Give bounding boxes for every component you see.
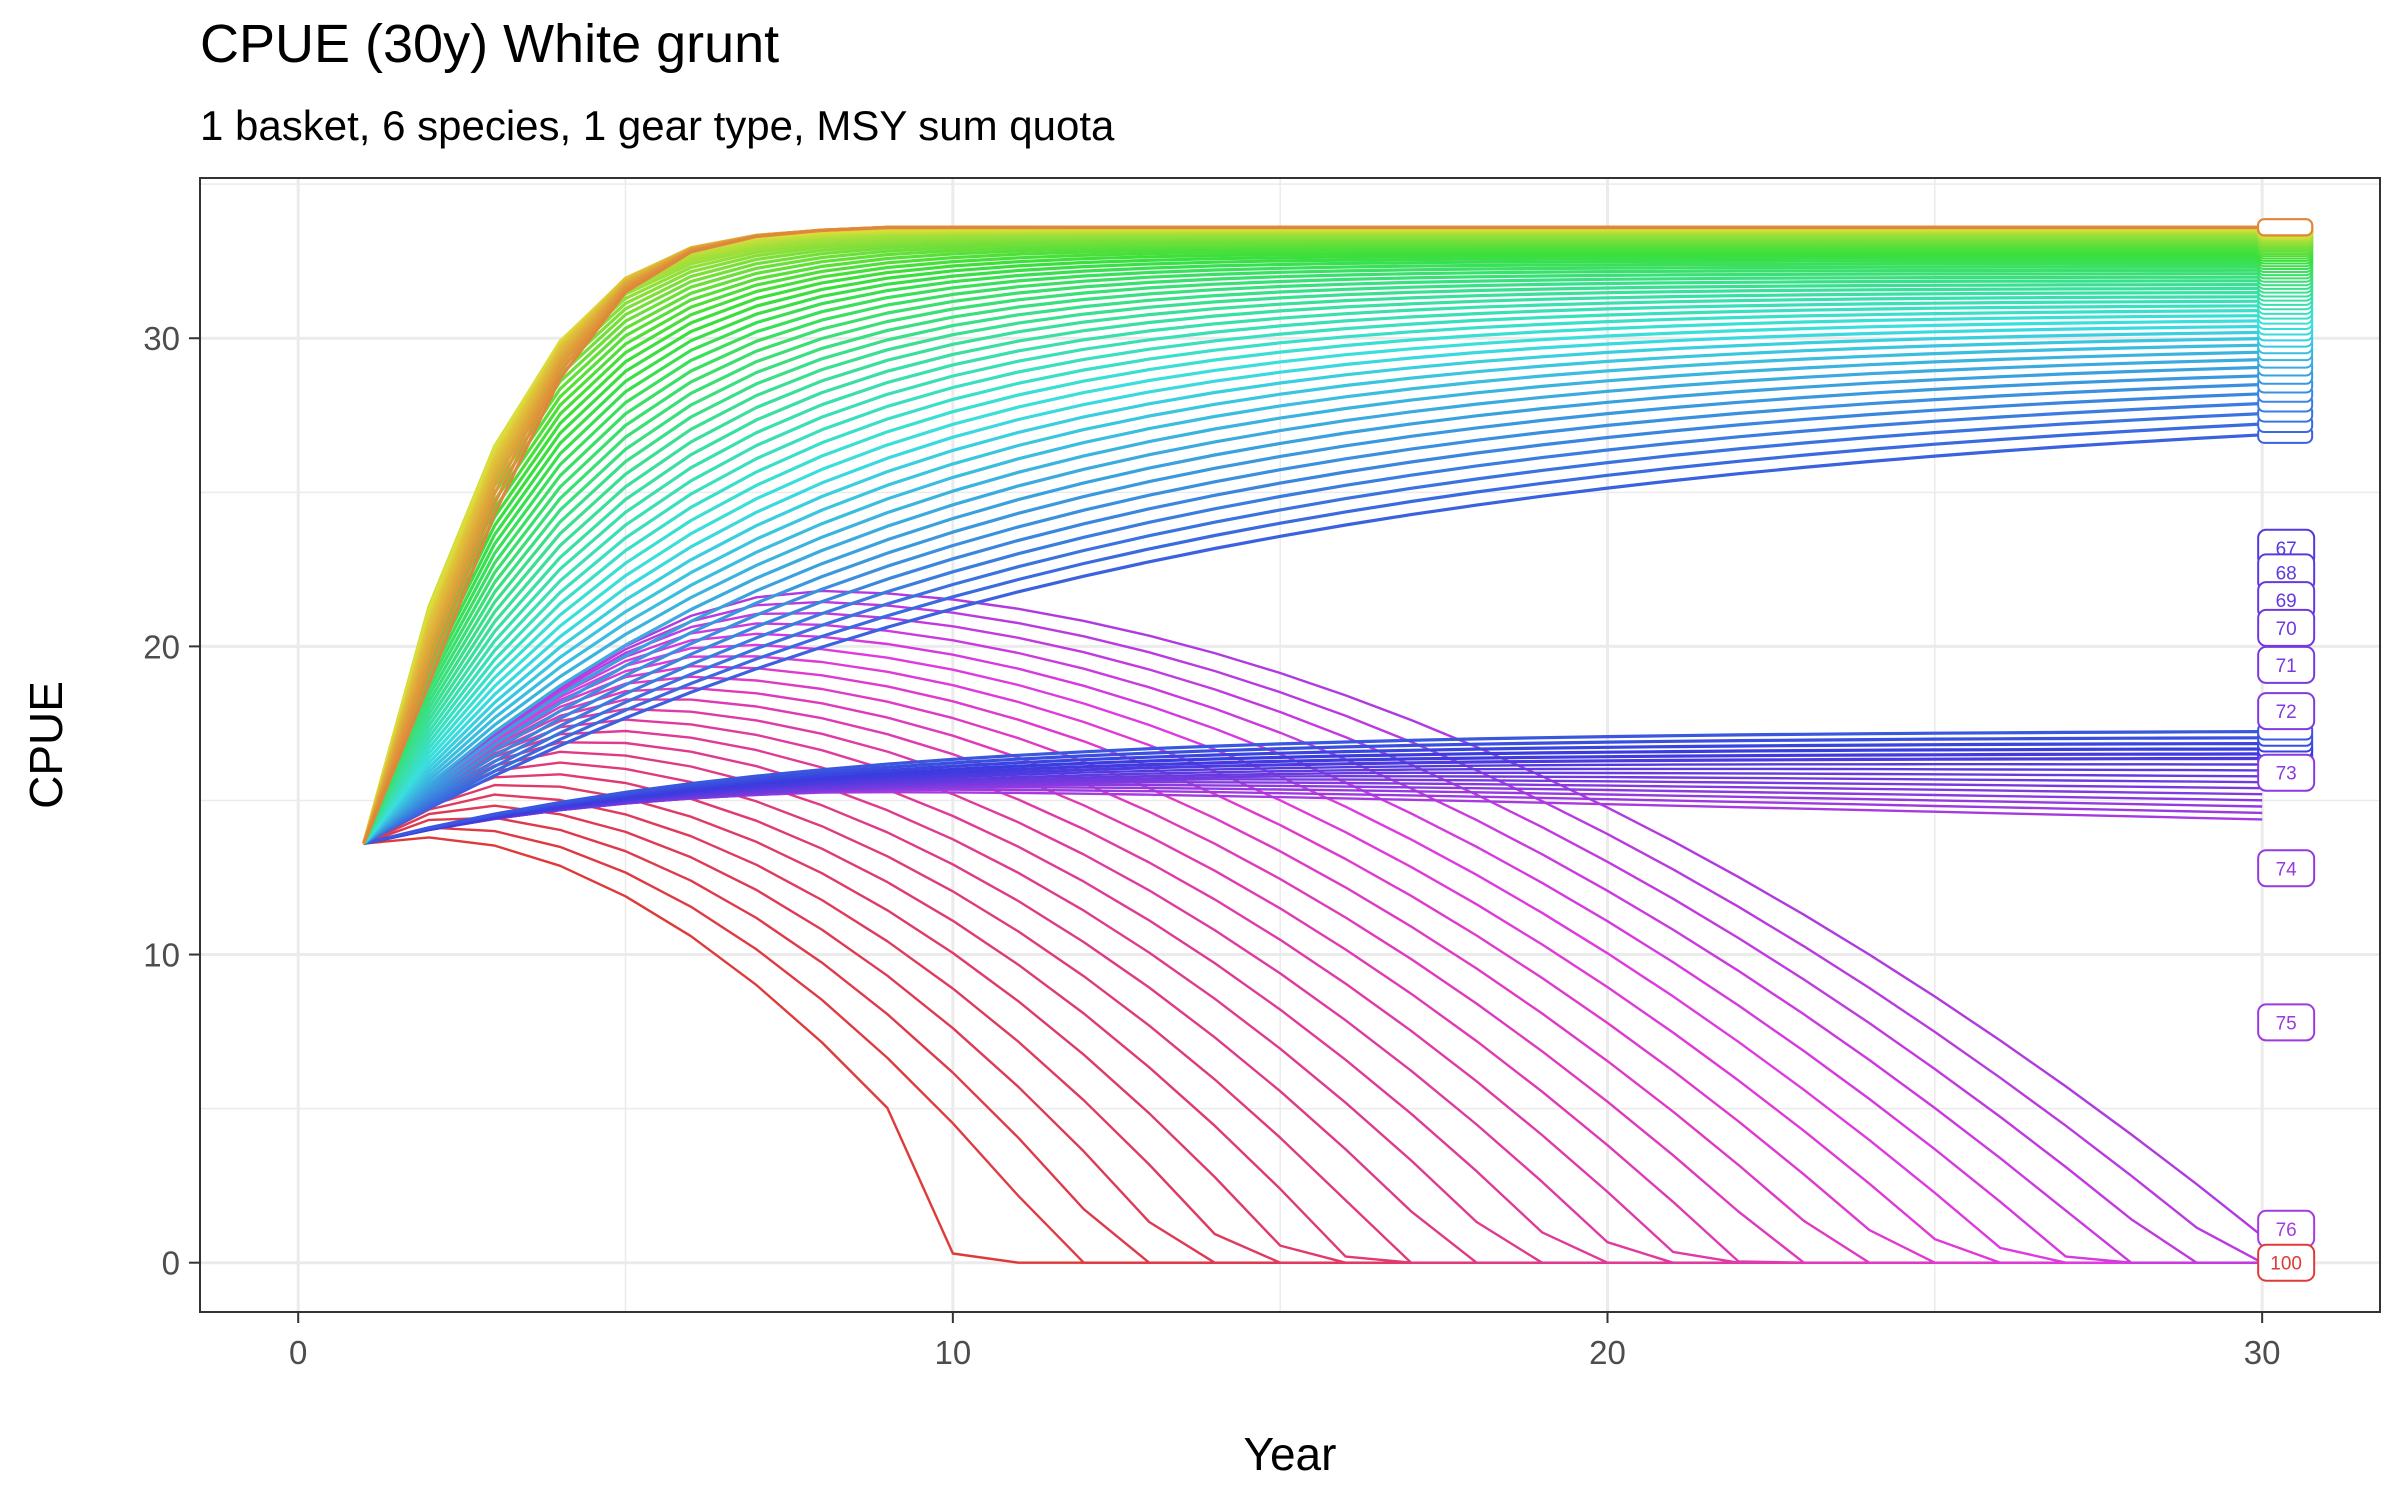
series-line (362, 225, 2263, 845)
end-label-text: 71 (2276, 656, 2297, 677)
end-label: 72 (2257, 692, 2316, 731)
series-line (362, 299, 2263, 845)
series-line (362, 262, 2263, 845)
series-line (362, 330, 2263, 845)
y-axis-title: CPUE (20, 681, 72, 809)
series-line (362, 319, 2263, 845)
end-label-box (2257, 753, 2316, 792)
series-line (363, 752, 2263, 846)
series-line (363, 761, 2263, 1264)
series-line (362, 309, 2263, 845)
plot-panel-border (199, 177, 2381, 1313)
end-label: 76 (2257, 1209, 2316, 1248)
series-line (362, 283, 2263, 845)
end-label: 73 (2257, 753, 2316, 792)
series-line (362, 612, 2263, 1264)
end-label-text: 69 (2276, 591, 2297, 612)
series-line (363, 742, 2263, 846)
series-line (362, 401, 2263, 845)
series-line (363, 747, 2263, 846)
series-line (362, 365, 2263, 845)
end-label: 75 (2257, 1003, 2316, 1042)
y-tick-label: 20 (143, 628, 180, 665)
series-line (362, 251, 2263, 845)
series-line (362, 268, 2263, 845)
end-label: 71 (2257, 645, 2316, 684)
series-line (363, 736, 2263, 846)
end-label-text: 73 (2276, 764, 2297, 785)
end-label-text: 76 (2276, 1220, 2297, 1241)
series-line (362, 382, 2263, 845)
series-line (362, 643, 2263, 1264)
series-line (362, 412, 2263, 845)
series-line (363, 750, 2263, 1264)
series-line (362, 265, 2263, 845)
series-line (362, 324, 2263, 845)
series-line (362, 242, 2263, 845)
x-tick-label: 30 (2244, 1334, 2281, 1371)
series-line (362, 343, 2263, 845)
series-line (363, 836, 2263, 1264)
series-line (362, 433, 2263, 846)
y-tick-label: 30 (143, 320, 180, 357)
end-label-text: 75 (2276, 1013, 2297, 1034)
series-line (363, 773, 2263, 1264)
end-label: 74 (2257, 849, 2316, 888)
series-line (362, 295, 2263, 845)
series-line (362, 275, 2263, 845)
series-line (362, 256, 2263, 845)
end-label-text: 70 (2276, 619, 2297, 640)
series-line (362, 272, 2263, 845)
chart-subtitle: 1 basket, 6 species, 1 gear type, MSY su… (200, 102, 1115, 149)
end-label-box (2257, 645, 2316, 684)
series-line (363, 793, 2263, 1264)
end-label: 100 (2257, 1243, 2316, 1282)
series-line (362, 304, 2263, 845)
x-tick-label: 20 (1589, 1334, 1626, 1371)
series-line (362, 422, 2263, 845)
series-line (362, 589, 2263, 1238)
end-label-box (2257, 1243, 2316, 1282)
end-label-stack (2257, 218, 2314, 768)
chart-title: CPUE (30y) White grunt (200, 14, 779, 74)
end-label-box (2257, 218, 2314, 237)
series-line (362, 244, 2263, 845)
end-label-box (2257, 849, 2316, 888)
x-tick-label: 10 (934, 1334, 971, 1371)
series-line (362, 350, 2263, 845)
series-line (362, 622, 2263, 1264)
end-label-text: 74 (2276, 859, 2298, 880)
end-label: 70 (2257, 608, 2316, 647)
series-line (362, 358, 2263, 845)
series-line (362, 337, 2263, 845)
series-line (362, 259, 2263, 845)
series-line (362, 374, 2263, 845)
series-line (362, 392, 2263, 845)
x-tick-label: 0 (289, 1334, 307, 1371)
y-tick-label: 0 (162, 1245, 180, 1282)
series-line (362, 314, 2263, 845)
end-label-box (2257, 692, 2316, 731)
series-line (363, 730, 2263, 846)
axis-ticks: 0 10 20 30 0 10 20 30 (143, 320, 2280, 1371)
series-line (362, 291, 2263, 845)
series-line (362, 248, 2263, 845)
series-line (363, 826, 2263, 1264)
end-label-box (2257, 1003, 2316, 1042)
series-lines (362, 225, 2263, 1264)
series-line (362, 286, 2263, 845)
series-line (362, 240, 2263, 845)
x-axis-title: Year (1244, 1428, 1337, 1480)
series-line (362, 253, 2263, 845)
y-tick-label: 10 (143, 937, 180, 974)
series-line (362, 246, 2263, 845)
series-line (362, 279, 2263, 845)
end-label-text: 68 (2276, 563, 2297, 584)
end-label-text: 72 (2276, 702, 2297, 723)
end-label-text: 100 (2270, 1254, 2302, 1275)
